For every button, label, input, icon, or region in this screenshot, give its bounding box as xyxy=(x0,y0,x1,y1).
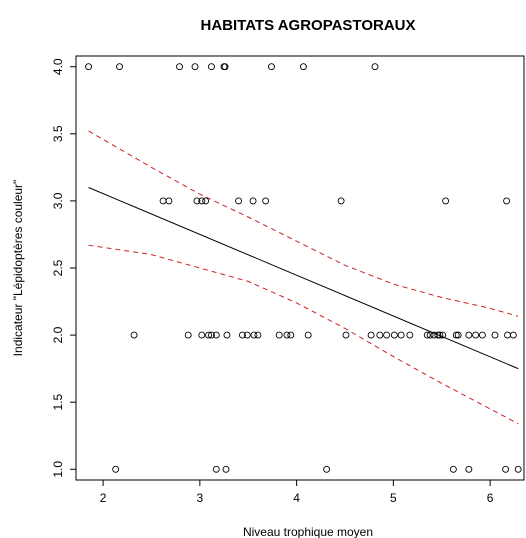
data-point xyxy=(323,465,331,473)
data-point xyxy=(304,331,312,339)
y-tick-label: 1.0 xyxy=(51,461,65,478)
data-point xyxy=(235,197,243,205)
data-point xyxy=(193,197,201,205)
data-point xyxy=(184,331,192,339)
y-tick-label: 1.5 xyxy=(51,394,65,411)
data-point xyxy=(287,331,295,339)
data-point xyxy=(205,331,213,339)
data-point xyxy=(249,197,257,205)
data-point xyxy=(238,331,246,339)
data-point xyxy=(454,331,462,339)
data-point xyxy=(436,331,444,339)
data-point xyxy=(176,63,183,71)
data-point xyxy=(85,63,93,71)
x-tick-label: 6 xyxy=(487,491,494,505)
data-point xyxy=(442,197,450,205)
data-point xyxy=(275,331,283,339)
data-point xyxy=(423,331,431,339)
data-point xyxy=(367,331,375,339)
data-point xyxy=(449,465,457,473)
confidence-upper-line xyxy=(88,130,519,317)
data-point xyxy=(112,465,120,473)
confidence-lower-line xyxy=(88,244,519,425)
y-axis-label: Indicateur "Lépidoptères couleur" xyxy=(11,180,25,357)
x-tick-label: 2 xyxy=(100,491,107,505)
x-tick-label: 4 xyxy=(293,491,300,505)
data-point xyxy=(376,331,384,339)
regression-lines xyxy=(88,130,519,425)
x-tick-label: 3 xyxy=(197,491,204,505)
y-axis: 1.0 1.5 2.0 2.5 3.0 3.5 4.0 xyxy=(51,58,77,478)
chart-title: HABITATS AGROPASTORAUX xyxy=(200,17,415,34)
data-point xyxy=(212,331,220,339)
data-point xyxy=(283,331,291,339)
data-point xyxy=(465,465,473,473)
data-point xyxy=(299,63,307,71)
data-point xyxy=(502,465,510,473)
x-axis: 2 3 4 5 6 xyxy=(100,479,494,505)
data-point xyxy=(221,63,229,71)
data-point xyxy=(130,331,138,339)
plot-frame xyxy=(75,55,525,481)
data-point xyxy=(212,465,220,473)
data-point xyxy=(465,331,473,339)
data-point xyxy=(397,331,405,339)
data-point xyxy=(371,63,379,71)
data-point xyxy=(390,331,398,339)
data-point xyxy=(208,331,215,339)
data-point xyxy=(434,331,442,339)
data-point xyxy=(250,331,258,339)
x-axis-label: Niveau trophique moyen xyxy=(243,525,373,538)
y-tick-label: 2.0 xyxy=(51,326,65,343)
y-tick-label: 3.5 xyxy=(51,125,65,142)
data-point xyxy=(262,197,270,205)
data-point xyxy=(503,197,511,205)
x-tick-label: 5 xyxy=(390,491,397,505)
data-points xyxy=(85,63,522,473)
y-tick-label: 2.5 xyxy=(51,259,65,276)
data-point xyxy=(159,197,167,205)
data-point xyxy=(452,331,460,339)
data-point xyxy=(223,331,231,339)
data-point xyxy=(478,331,486,339)
data-point xyxy=(243,331,251,339)
data-point xyxy=(439,331,447,339)
data-point xyxy=(383,331,391,339)
data-point xyxy=(509,331,517,339)
data-point xyxy=(198,197,206,205)
data-point xyxy=(491,331,499,339)
data-point xyxy=(504,331,512,339)
data-point xyxy=(116,63,123,71)
data-point xyxy=(426,331,434,339)
y-tick-label: 3.0 xyxy=(51,192,65,209)
data-point xyxy=(165,197,173,205)
data-point xyxy=(472,331,480,339)
data-point xyxy=(254,331,262,339)
data-point xyxy=(337,197,345,205)
data-point xyxy=(406,331,414,339)
data-point xyxy=(514,465,522,473)
data-point xyxy=(342,331,350,339)
data-point xyxy=(198,331,206,339)
data-point xyxy=(268,63,275,71)
y-tick-label: 4.0 xyxy=(51,58,65,75)
data-point xyxy=(202,197,210,205)
data-point xyxy=(208,63,215,71)
regression-line xyxy=(88,187,519,370)
data-point xyxy=(222,465,230,473)
data-point xyxy=(191,63,199,71)
